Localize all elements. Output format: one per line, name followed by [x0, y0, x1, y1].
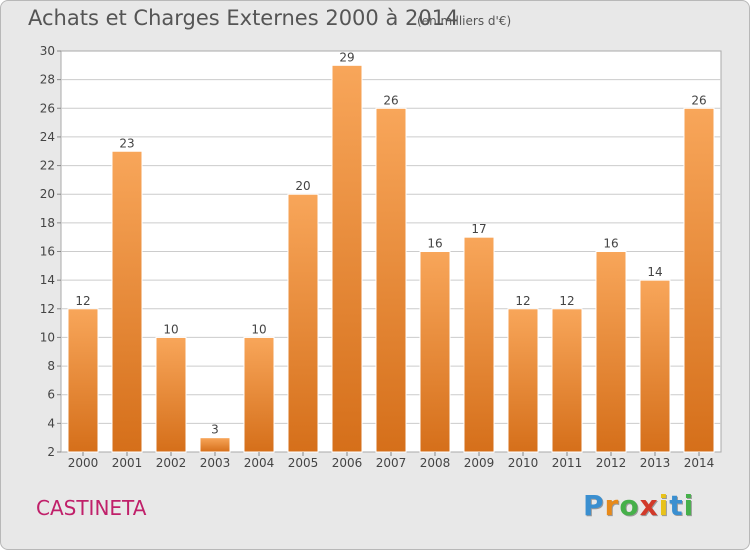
- logo-letter: o: [619, 489, 640, 522]
- data-label: 10: [251, 322, 266, 336]
- bar-2012: [595, 251, 627, 453]
- x-tick-label: 2002: [156, 456, 187, 470]
- logo-letter: i: [683, 489, 695, 522]
- logo-letter: P: [583, 489, 605, 522]
- x-tick-label: 2004: [244, 456, 275, 470]
- x-tick-label: 2009: [464, 456, 495, 470]
- data-label: 16: [603, 237, 618, 251]
- y-tick-label: 30: [40, 44, 55, 58]
- x-tick-label: 2011: [552, 456, 583, 470]
- data-label: 17: [471, 222, 486, 236]
- y-tick-label: 16: [40, 245, 55, 259]
- x-tick-label: 2000: [68, 456, 99, 470]
- bar-2000: [67, 308, 99, 453]
- y-tick-label: 12: [40, 302, 55, 316]
- bar-2005: [287, 193, 319, 453]
- data-label: 12: [75, 294, 90, 308]
- chart-subtitle: (en milliers d'€): [417, 14, 512, 28]
- bar-2013: [639, 279, 671, 453]
- data-label: 20: [295, 179, 310, 193]
- bar-2007: [375, 107, 407, 453]
- y-tick-label: 14: [40, 273, 55, 287]
- data-label: 16: [427, 237, 442, 251]
- bar-2006: [331, 64, 363, 453]
- logo-letter: r: [604, 489, 620, 522]
- logo-letter: x: [639, 489, 659, 522]
- x-tick-label: 2007: [376, 456, 407, 470]
- bar-2003: [199, 437, 231, 453]
- y-tick-label: 10: [40, 330, 55, 344]
- x-tick-label: 2014: [684, 456, 715, 470]
- x-tick-label: 2008: [420, 456, 451, 470]
- data-label: 12: [559, 294, 574, 308]
- x-tick-label: 2012: [596, 456, 627, 470]
- data-label: 29: [339, 50, 354, 64]
- data-label: 14: [647, 265, 662, 279]
- y-tick-label: 26: [40, 101, 55, 115]
- chart-title: Achats et Charges Externes 2000 à 2014: [28, 6, 459, 30]
- x-tick-label: 2003: [200, 456, 231, 470]
- logo-letter: i: [658, 489, 670, 522]
- data-label: 23: [119, 136, 134, 150]
- y-tick-label: 2: [47, 445, 55, 459]
- bar-2009: [463, 236, 495, 453]
- y-tick-label: 20: [40, 187, 55, 201]
- data-label: 10: [163, 322, 178, 336]
- bar-2008: [419, 251, 451, 453]
- x-tick-label: 2001: [112, 456, 143, 470]
- x-tick-label: 2013: [640, 456, 671, 470]
- bar-2014: [683, 107, 715, 453]
- y-tick-label: 22: [40, 159, 55, 173]
- y-tick-label: 18: [40, 216, 55, 230]
- y-tick-label: 8: [47, 359, 55, 373]
- bar-2010: [507, 308, 539, 453]
- bar-2001: [111, 150, 143, 453]
- y-tick-label: 6: [47, 388, 55, 402]
- data-label: 26: [383, 93, 398, 107]
- data-label: 3: [211, 423, 219, 437]
- data-label: 12: [515, 294, 530, 308]
- commune-name: CASTINETA: [36, 496, 147, 520]
- x-tick-label: 2010: [508, 456, 539, 470]
- bar-2004: [243, 336, 275, 453]
- x-tick-label: 2005: [288, 456, 319, 470]
- proxiti-logo: Proxiti: [583, 489, 694, 522]
- y-tick-label: 4: [47, 416, 55, 430]
- logo-letter: t: [669, 489, 684, 522]
- y-tick-label: 24: [40, 130, 55, 144]
- bar-2002: [155, 336, 187, 453]
- y-tick-label: 28: [40, 73, 55, 87]
- bar-2011: [551, 308, 583, 453]
- x-tick-label: 2006: [332, 456, 363, 470]
- data-label: 26: [691, 93, 706, 107]
